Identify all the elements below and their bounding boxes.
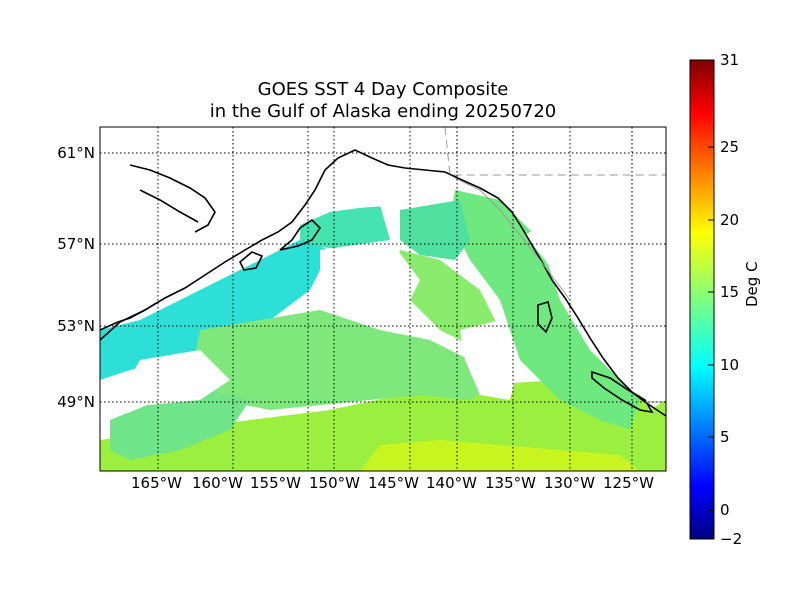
coastline-alaska-north xyxy=(129,164,216,233)
chart-title-line-2: in the Gulf of Alaska ending 20250720 xyxy=(209,101,557,122)
coastline-vancouver-island xyxy=(591,370,654,414)
lon-label-155: 155°W xyxy=(250,474,301,492)
colorbar-label-20: 20 xyxy=(720,211,740,229)
lon-label-150: 150°W xyxy=(309,474,360,492)
lon-label-165: 165°W xyxy=(131,474,182,492)
lon-label-130: 130°W xyxy=(544,474,595,492)
sst-region-central-2 xyxy=(395,250,500,350)
land-north xyxy=(100,127,666,330)
sst-region-east-coast xyxy=(450,190,640,430)
cloud-gap-1 xyxy=(320,240,420,320)
lat-label-49: 49°N xyxy=(57,393,95,411)
lat-label-53: 53°N xyxy=(57,317,95,335)
coastline-peninsula xyxy=(100,301,159,331)
lat-label-57: 57°N xyxy=(57,235,95,253)
sst-region-southwest xyxy=(110,390,250,460)
coastline-bristol xyxy=(139,189,199,223)
sst-region-central xyxy=(190,310,500,410)
colorbar xyxy=(689,59,715,540)
chart-title-line-1: GOES SST 4 Day Composite xyxy=(257,79,509,100)
graticule xyxy=(100,127,666,471)
sst-region-west xyxy=(100,240,330,380)
sst-field xyxy=(100,127,666,471)
lon-label-125: 125°W xyxy=(603,474,654,492)
coastline-kenai xyxy=(279,218,322,251)
lon-label-145: 145°W xyxy=(368,474,419,492)
colorbar-label-31: 31 xyxy=(720,51,740,69)
colorbar-label-25: 25 xyxy=(720,138,740,156)
colorbar-label-5: 5 xyxy=(720,428,730,446)
cloud-gap-3 xyxy=(460,320,520,400)
coastlines xyxy=(100,149,666,417)
lon-label-160: 160°W xyxy=(192,474,243,492)
border-panhandle xyxy=(454,177,571,301)
colorbar-label-0: 0 xyxy=(720,501,730,519)
cloud-gap-2 xyxy=(120,350,230,405)
coastline-alaska-south xyxy=(100,149,666,417)
colorbar-label-10: 10 xyxy=(720,356,740,374)
colorbar-ticks xyxy=(708,59,714,540)
lon-label-135: 135°W xyxy=(485,474,536,492)
colorbar-label-neg2: −2 xyxy=(720,530,743,548)
land-east xyxy=(525,215,666,410)
lon-label-140: 140°W xyxy=(426,474,477,492)
border-alaska-canada xyxy=(444,127,666,176)
sst-region-northeast xyxy=(400,200,470,260)
sst-region-north xyxy=(300,205,390,250)
colorbar-units-label: Deg C xyxy=(743,261,761,307)
coastline-kodiak xyxy=(239,251,264,271)
coastline-haida-gwaii xyxy=(537,300,553,334)
colorbar-label-15: 15 xyxy=(720,283,740,301)
lat-label-61: 61°N xyxy=(57,144,95,162)
map-frame xyxy=(99,126,667,472)
